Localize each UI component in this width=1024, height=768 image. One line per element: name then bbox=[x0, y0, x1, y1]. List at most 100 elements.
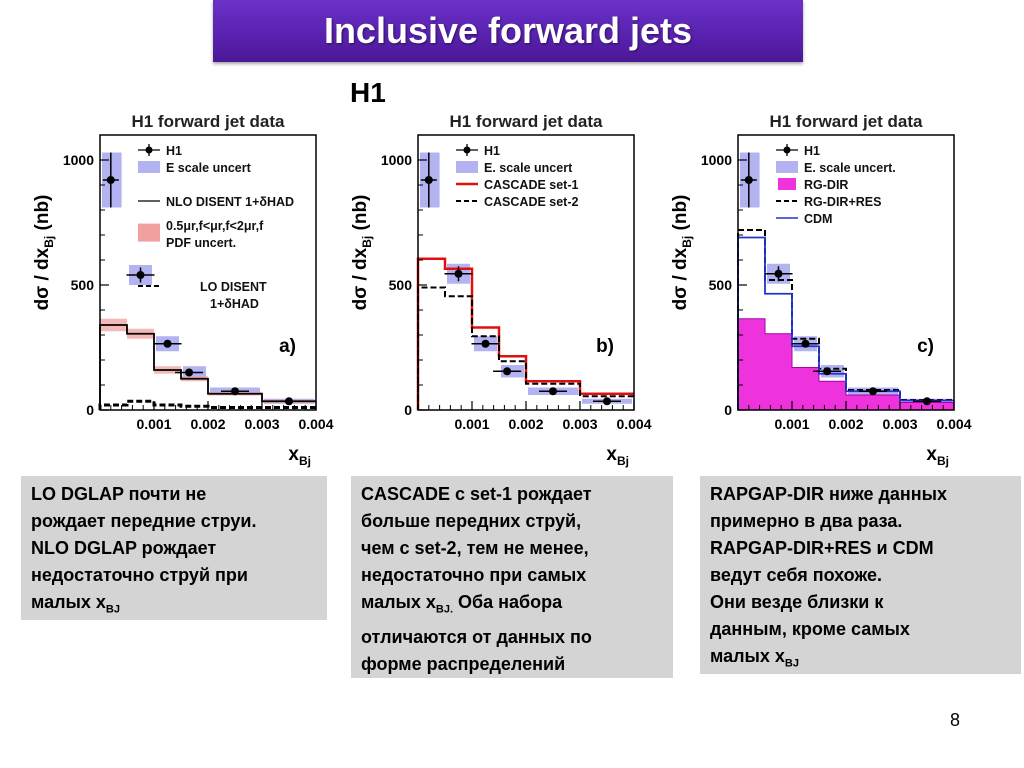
chart-title: H1 forward jet data bbox=[769, 112, 923, 131]
x-tick-label: 0.001 bbox=[136, 416, 171, 432]
data-point bbox=[503, 367, 512, 376]
x-tick-label: 0.002 bbox=[190, 416, 225, 432]
caption-line: рождает передние струи. bbox=[31, 511, 257, 531]
data-point bbox=[549, 387, 557, 396]
x-axis-label-main: x bbox=[926, 444, 937, 465]
caption-line: недостаточно при самых bbox=[361, 565, 587, 585]
legend-symbol-escale bbox=[456, 161, 478, 173]
data-point bbox=[823, 367, 832, 376]
legend-symbol-escale bbox=[138, 161, 160, 173]
data-point bbox=[163, 339, 172, 348]
series-area-rg-dir bbox=[737, 318, 955, 411]
data-point bbox=[774, 269, 783, 278]
x-tick-label: 0.004 bbox=[616, 416, 651, 432]
legend-symbol-magenta bbox=[778, 178, 796, 190]
caption-line: отличаются от данных по bbox=[361, 626, 592, 647]
legend-symbol-point bbox=[145, 146, 153, 154]
y-tick-label: 0 bbox=[404, 402, 412, 418]
legend-label: CASCADE set-1 bbox=[484, 178, 579, 192]
legend-label: CASCADE set-2 bbox=[484, 195, 579, 209]
legend-label: NLO DISENT 1+δHAD bbox=[166, 195, 294, 209]
y-tick-label: 1000 bbox=[381, 152, 412, 168]
x-tick-label: 0.003 bbox=[562, 416, 597, 432]
legend-label: 0.5μr,f<μr,f<2μr,f bbox=[166, 219, 264, 233]
x-axis-label: xBj bbox=[288, 444, 311, 468]
legend-symbol-point bbox=[463, 146, 471, 154]
y-tick-label: 500 bbox=[709, 277, 733, 293]
caption-subscript: BJ bbox=[784, 657, 799, 670]
series-line bbox=[416, 257, 634, 410]
x-axis-label-main: x bbox=[606, 444, 617, 465]
x-axis-label-sub: Bj bbox=[937, 454, 949, 468]
data-point bbox=[744, 176, 753, 184]
caption-line: данным, кроме самых bbox=[710, 619, 910, 639]
legend-label: RG-DIR+RES bbox=[804, 195, 881, 209]
caption-line: CASCADE с set-1 рождает bbox=[361, 484, 592, 504]
data-point bbox=[923, 397, 931, 406]
y-axis-label-sub: Bj bbox=[360, 236, 374, 248]
y-axis-label-unit: (nb) bbox=[32, 195, 53, 236]
series-line bbox=[417, 286, 634, 410]
series-line bbox=[99, 324, 316, 410]
legend-label: LO DISENT bbox=[200, 280, 267, 294]
caption-line: чем с set-2, тем не менее, bbox=[361, 538, 589, 558]
page-number: 8 bbox=[950, 710, 961, 730]
y-tick-label: 0 bbox=[86, 402, 94, 418]
caption-line: Они везде близки к bbox=[710, 592, 884, 612]
caption-tail: Оба набора bbox=[453, 592, 563, 612]
caption-line: малых xBJ bbox=[710, 646, 799, 670]
legend-label: H1 bbox=[484, 144, 500, 158]
legend-label: 1+δHAD bbox=[210, 297, 259, 311]
x-axis-label-sub: Bj bbox=[299, 454, 311, 468]
chart-panel-b: H1 forward jet data 0 500 1000 0.001 0.002 0.0… bbox=[350, 112, 652, 468]
data-point bbox=[285, 397, 293, 406]
y-tick-label: 500 bbox=[389, 277, 413, 293]
legend-label: H1 bbox=[166, 144, 182, 158]
y-axis-label-sub: Bj bbox=[42, 236, 56, 248]
series-line bbox=[737, 229, 954, 410]
caption-line: малых xBJ bbox=[31, 592, 120, 616]
series-line bbox=[98, 399, 316, 410]
title-bar: Inclusive forward jets bbox=[213, 0, 803, 62]
x-axis-label-main: x bbox=[288, 444, 299, 465]
data-point bbox=[424, 176, 433, 184]
y-axis-label: dσ / dxBj (nb) bbox=[350, 195, 374, 311]
y-axis-label-sub: Bj bbox=[680, 236, 694, 248]
caption-line: RAPGAP-DIR+RES и CDM bbox=[710, 538, 934, 558]
data-point bbox=[136, 271, 145, 279]
caption-line: LO DGLAP почти не bbox=[31, 484, 207, 504]
caption-line: малых xBJ. Оба набора bbox=[361, 592, 563, 616]
x-tick-label: 0.001 bbox=[774, 416, 809, 432]
y-axis-label-main: dσ / dx bbox=[32, 247, 53, 310]
y-tick-label: 1000 bbox=[63, 152, 94, 168]
x-tick-label: 0.003 bbox=[882, 416, 917, 432]
panel-label: a) bbox=[279, 336, 296, 357]
caption-subscript: BJ. bbox=[435, 603, 454, 616]
y-tick-label: 500 bbox=[71, 277, 95, 293]
caption-a: LO DGLAP почти не рождает передние струи.… bbox=[21, 476, 327, 620]
data-point bbox=[106, 176, 115, 184]
y-axis-label-unit: (nb) bbox=[670, 195, 691, 236]
x-tick-label: 0.004 bbox=[936, 416, 971, 432]
caption-b: CASCADE с set-1 рождает больше передних с… bbox=[351, 476, 673, 678]
legend-label: RG-DIR bbox=[804, 178, 848, 192]
slide-title: Inclusive forward jets bbox=[323, 10, 693, 51]
y-axis-label-main: dσ / dx bbox=[670, 247, 691, 310]
legend-label: H1 bbox=[804, 144, 820, 158]
caption-line: RAPGAP-DIR ниже данных bbox=[710, 484, 948, 504]
chart-title: H1 forward jet data bbox=[131, 112, 285, 131]
legend-symbol-band bbox=[138, 223, 160, 242]
y-tick-label: 1000 bbox=[701, 152, 732, 168]
legend-label: PDF uncert. bbox=[166, 236, 236, 250]
panel-label: b) bbox=[596, 336, 614, 357]
caption-line: NLO DGLAP рождает bbox=[31, 538, 217, 558]
caption-line: недостаточно струй при bbox=[31, 565, 248, 585]
data-point bbox=[454, 269, 463, 278]
experiment-label: H1 bbox=[350, 77, 386, 108]
chart-title: H1 forward jet data bbox=[449, 112, 603, 131]
legend-label: E. scale uncert. bbox=[804, 161, 896, 175]
legend-label: CDM bbox=[804, 212, 832, 226]
x-axis-label-sub: Bj bbox=[617, 454, 629, 468]
y-axis-label: dσ / dxBj (nb) bbox=[670, 195, 694, 311]
x-tick-label: 0.001 bbox=[454, 416, 489, 432]
